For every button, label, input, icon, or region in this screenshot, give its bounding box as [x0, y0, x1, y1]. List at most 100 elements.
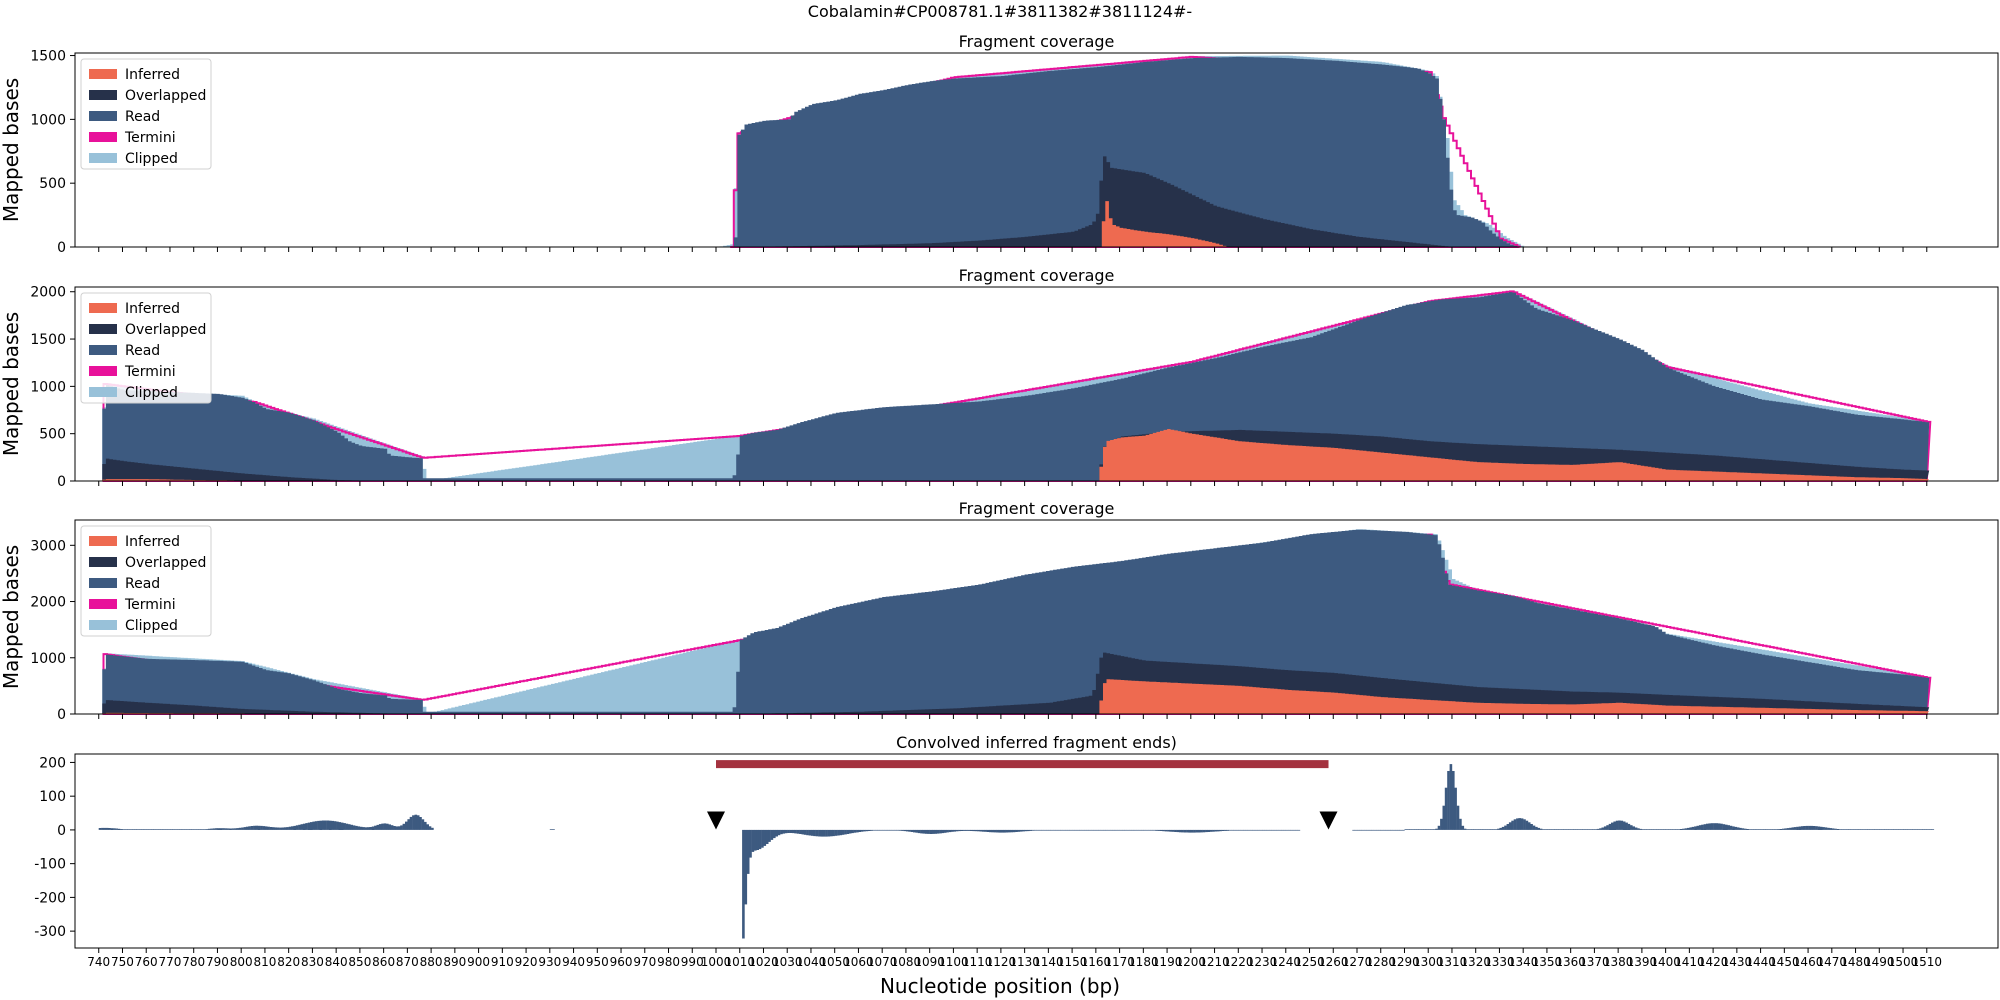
conv-bar	[1478, 829, 1481, 830]
axes-frame-2	[74, 286, 1999, 482]
conv-bar	[867, 829, 871, 831]
conv-bar	[1100, 829, 1104, 831]
conv-bar	[1931, 829, 1935, 830]
conv-bar	[1703, 824, 1707, 830]
conv-bar	[1171, 829, 1175, 832]
conv-bar	[794, 829, 797, 834]
conv-bar	[1250, 829, 1253, 831]
conv-bar	[1110, 829, 1113, 831]
conv-bar	[1741, 828, 1745, 830]
conv-bar	[1898, 829, 1901, 830]
x-tick-label: 1490	[1864, 955, 1895, 969]
conv-bar	[758, 829, 762, 850]
conv-bar	[813, 829, 816, 837]
y-tick-label: 1000	[30, 112, 66, 128]
conv-bar	[974, 829, 978, 832]
conv-bar	[1696, 825, 1700, 830]
conv-bar	[1622, 821, 1626, 830]
conv-bar	[1162, 829, 1165, 832]
conv-bar	[1926, 829, 1930, 830]
conv-bar	[1200, 829, 1203, 833]
conv-bar	[200, 829, 204, 830]
axes-frame-3	[74, 519, 1999, 715]
conv-bar	[851, 829, 854, 834]
conv-bar	[146, 829, 149, 830]
conv-bar	[1456, 805, 1460, 830]
x-tick-label: 1510	[1912, 955, 1943, 969]
legend-label-clipped: Clipped	[125, 385, 178, 401]
conv-bar	[1221, 829, 1225, 831]
conv-bar	[1513, 819, 1517, 830]
area-inferred-2	[98, 429, 1930, 481]
x-tick-label: 970	[633, 955, 656, 969]
conv-bar	[1428, 829, 1431, 830]
conv-bar	[1860, 829, 1863, 830]
conv-bar	[1084, 829, 1087, 831]
conv-bar	[386, 823, 389, 830]
conv-bar	[376, 824, 380, 830]
conv-bar	[364, 827, 368, 830]
conv-bar	[754, 829, 757, 851]
conv-bar	[746, 829, 750, 874]
conv-bar	[1527, 822, 1531, 830]
conv-bar	[1186, 829, 1189, 833]
conv-bar	[1290, 829, 1294, 831]
area-inferred-3	[98, 679, 1930, 714]
conv-bar	[1357, 829, 1360, 831]
conv-bar	[806, 829, 809, 836]
conv-bar	[1670, 829, 1673, 830]
conv-bar	[1501, 826, 1505, 830]
conv-bar	[780, 829, 783, 835]
conv-bar	[1378, 829, 1381, 831]
y-tick-label: -100	[34, 857, 66, 873]
x-axis-label: Nucleotide position (bp)	[880, 974, 1120, 998]
conv-bar	[1124, 829, 1127, 831]
legend-label-inferred: Inferred	[125, 67, 180, 83]
conv-bar	[234, 828, 237, 830]
conv-bar	[1812, 826, 1816, 830]
conv-bar	[1178, 829, 1182, 833]
x-tick-label: 1500	[1888, 955, 1919, 969]
conv-bar	[1112, 829, 1116, 831]
conv-bar	[381, 823, 384, 830]
conv-bar	[167, 829, 171, 830]
conv-bar	[1549, 829, 1552, 830]
conv-bar	[972, 829, 975, 832]
conv-bar	[226, 828, 230, 830]
conv-bar	[1463, 828, 1467, 830]
conv-bar	[1098, 829, 1101, 831]
conv-bar	[749, 829, 752, 858]
conv-bar	[1651, 829, 1654, 830]
conv-bar	[832, 829, 835, 837]
conv-bar	[1093, 829, 1097, 831]
conv-bar	[181, 829, 185, 830]
y-tick-label: 1000	[30, 379, 66, 395]
conv-bar	[1079, 829, 1082, 831]
legend-2: Inferred Overlapped Read Termini Clipped	[80, 292, 212, 404]
conv-bar	[336, 821, 339, 830]
x-tick-label: 1060	[843, 955, 874, 969]
y-tick-label: 1000	[30, 651, 66, 667]
x-tick-label: 1110	[962, 955, 993, 969]
panel-title-2: Fragment coverage	[959, 266, 1115, 285]
conv-bar	[1195, 829, 1199, 833]
conv-bar	[920, 829, 923, 834]
conv-bar	[1074, 829, 1078, 831]
conv-bar	[1183, 829, 1187, 833]
conv-bar	[1209, 829, 1213, 832]
conv-bar	[1777, 829, 1780, 830]
series-overlapped-1	[739, 156, 1456, 247]
conv-bar	[101, 827, 104, 830]
conv-bar	[1019, 829, 1023, 832]
conv-bar	[967, 829, 971, 831]
conv-bar	[1679, 829, 1683, 830]
conv-bar	[124, 829, 128, 830]
conv-bar	[1397, 829, 1400, 831]
x-tick-label: 790	[206, 955, 229, 969]
conv-bar	[1725, 824, 1728, 830]
conv-bar	[1421, 829, 1424, 830]
conv-bar	[1119, 829, 1123, 831]
x-tick-label: 1180	[1128, 955, 1159, 969]
conv-bar	[1663, 829, 1666, 830]
conv-bar	[841, 829, 845, 835]
